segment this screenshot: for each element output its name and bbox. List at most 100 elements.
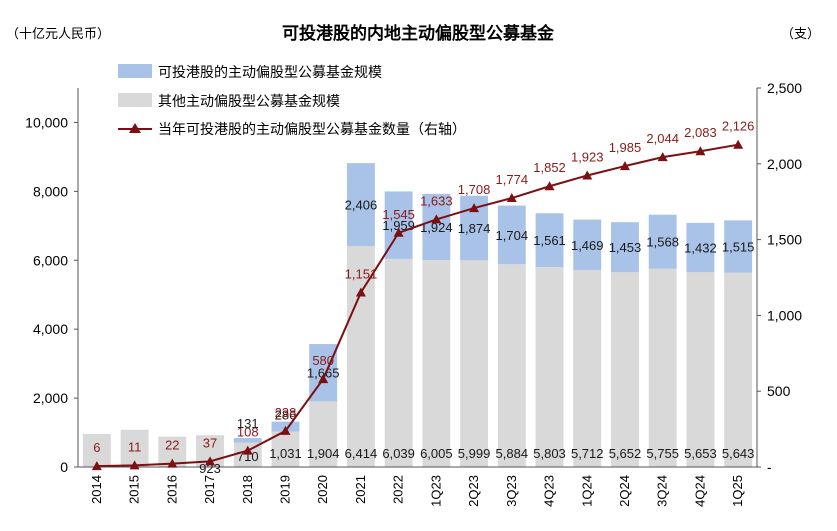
label-count-2015: 11 [128, 439, 142, 454]
legend-label-other: 其他主动偏股型公募基金规模 [158, 93, 340, 110]
category-label: 2Q23 [466, 475, 481, 507]
right-tick-label: 500 [767, 383, 791, 399]
bar-other-2022 [384, 258, 413, 467]
category-label: 2018 [240, 475, 255, 504]
category-label: 2017 [202, 475, 217, 504]
label-count-2018: 108 [237, 425, 259, 440]
bar-other-2Q23 [460, 260, 489, 467]
label-other-2019: 1,031 [269, 446, 302, 461]
label-other-1Q24: 5,712 [571, 446, 604, 461]
marker-count-2021 [355, 287, 366, 297]
label-hk-2020: 1,665 [307, 366, 340, 381]
category-label: 2019 [277, 475, 292, 504]
label-count-2017: 37 [203, 435, 217, 450]
bar-other-3Q23 [497, 264, 526, 467]
label-hk-1Q23: 1,924 [420, 220, 453, 235]
right-tick-label: - [767, 459, 772, 475]
chart-title: 可投港股的内地主动偏股型公募基金 [282, 23, 555, 44]
label-count-2Q24: 1,985 [609, 140, 642, 155]
label-other-2Q23: 5,999 [458, 446, 491, 461]
bar-other-2021 [346, 246, 375, 467]
bar-other-3Q24 [648, 268, 677, 467]
bar-hk-2Q24 [611, 222, 639, 273]
label-other-3Q24: 5,755 [646, 446, 679, 461]
left-tick-label: 6,000 [33, 252, 68, 268]
marker-count-1Q23 [431, 214, 442, 224]
line-count [96, 143, 739, 468]
bar-hk-1Q24 [573, 219, 602, 271]
label-count-4Q24: 2,083 [684, 125, 717, 140]
label-hk-4Q23: 1,561 [533, 233, 566, 248]
bar-hk-2021 [346, 163, 375, 247]
bar-hk-2018 [233, 438, 262, 443]
bar-other-4Q23 [535, 267, 564, 467]
label-count-2014: 6 [93, 440, 100, 455]
bar-hk-1Q25 [724, 220, 753, 273]
left-tick-label: 8,000 [33, 183, 68, 199]
bar-other-2020 [309, 401, 338, 467]
legend-swatch-hk-eligible [118, 64, 152, 78]
marker-count-4Q24 [695, 146, 706, 156]
category-label: 2Q24 [617, 475, 632, 507]
category-label: 2021 [353, 475, 368, 504]
bar-hk-1Q23 [422, 193, 451, 261]
bar-hk-3Q24 [648, 214, 677, 269]
label-count-1Q24: 1,923 [571, 149, 604, 164]
category-label: 3Q23 [504, 475, 519, 507]
plot-area: 0 2,000 4,000 6,000 8,000 10,000 - 500 1,000 1,50… [25, 80, 802, 507]
bar-hk-4Q24 [686, 222, 715, 273]
label-hk-2Q24: 1,453 [609, 240, 642, 255]
bar-other-1Q24 [573, 270, 602, 467]
category-label: 2020 [315, 475, 330, 504]
label-hk-2018: 131 [237, 416, 259, 431]
label-hk-2019: 286 [275, 408, 297, 423]
right-axis-unit: （支） [781, 27, 820, 42]
label-hk-1Q25: 1,515 [722, 239, 755, 254]
legend-swatch-other [118, 93, 152, 107]
legend-label-count: 当年可投港股的主动偏股型公募基金数量（右轴） [158, 121, 466, 138]
label-hk-1Q24: 1,469 [571, 238, 604, 253]
category-label: 2022 [391, 475, 406, 504]
category-label: 2015 [127, 475, 142, 504]
category-label: 1Q23 [428, 475, 443, 507]
label-other-4Q24: 5,653 [684, 446, 717, 461]
marker-count-2018 [242, 445, 253, 455]
left-tick-label: 2,000 [33, 390, 68, 406]
marker-count-2022 [393, 227, 404, 237]
marker-count-2014 [91, 461, 102, 471]
marker-count-2020 [318, 374, 329, 384]
legend: 可投港股的主动偏股型公募基金规模 其他主动偏股型公募基金规模 当年可投港股的主动… [118, 64, 466, 138]
marker-count-2015 [129, 460, 140, 470]
label-count-2Q23: 1,708 [458, 182, 491, 197]
marker-count-3Q24 [657, 152, 668, 162]
label-other-2021: 6,414 [345, 446, 378, 461]
category-label: 1Q24 [579, 475, 594, 507]
category-label: 3Q24 [655, 475, 670, 507]
label-hk-4Q24: 1,432 [684, 241, 717, 256]
label-count-2019: 238 [275, 405, 297, 420]
bar-other-2019 [271, 431, 300, 467]
label-count-3Q23: 1,774 [496, 172, 529, 187]
label-other-3Q23: 5,884 [496, 446, 529, 461]
marker-count-2016 [167, 458, 178, 468]
category-label: 2014 [89, 475, 104, 504]
label-count-4Q23: 1,852 [533, 160, 566, 175]
label-count-2021: 1,151 [345, 267, 378, 282]
bar-other-1Q23 [422, 260, 451, 467]
category-label: 4Q24 [692, 475, 707, 507]
marker-count-2017 [205, 456, 216, 466]
label-count-1Q23: 1,633 [420, 193, 453, 208]
marker-count-4Q23 [544, 181, 555, 191]
left-tick-label: 0 [60, 459, 68, 475]
right-tick-label: 1,500 [767, 232, 802, 248]
label-other-1Q25: 5,643 [722, 446, 755, 461]
right-tick-label: 1,000 [767, 307, 802, 323]
label-hk-3Q23: 1,704 [496, 228, 529, 243]
left-tick-label: 10,000 [25, 114, 68, 130]
legend-label-hk-eligible: 可投港股的主动偏股型公募基金规模 [158, 64, 382, 81]
left-tick-label: 4,000 [33, 321, 68, 337]
marker-count-1Q25 [733, 139, 744, 149]
label-hk-2021: 2,406 [345, 198, 378, 213]
bar-other-4Q24 [686, 272, 715, 467]
